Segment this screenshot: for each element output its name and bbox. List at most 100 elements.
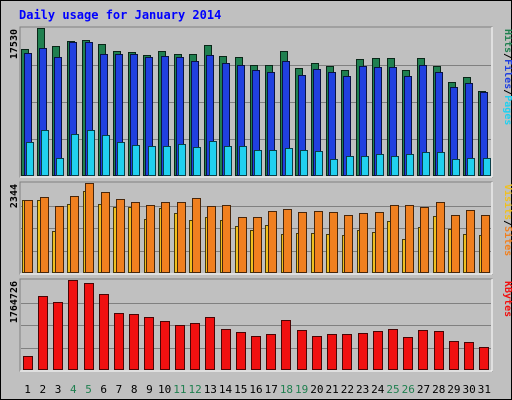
middle-bar-sites-day-30	[466, 210, 475, 273]
middle-bar-sites-day-15	[238, 217, 247, 273]
bottom-bar-kbytes-day-7	[114, 313, 124, 370]
top-bar-pages-day-1	[26, 142, 34, 176]
top-bar-pages-day-28	[437, 152, 445, 176]
top-series-label: Hits/Files/Pages	[502, 29, 512, 125]
bottom-bar-kbytes-day-10	[160, 321, 170, 370]
day-label-6: 6	[100, 383, 107, 396]
middle-bar-sites-day-7	[116, 199, 125, 273]
day-label-7: 7	[116, 383, 123, 396]
middle-bar-sites-day-16	[253, 217, 262, 273]
top-bar-pages-day-12	[193, 147, 201, 176]
day-label-25: 25	[386, 383, 399, 396]
day-label-16: 16	[249, 383, 262, 396]
top-bar-pages-day-16	[254, 150, 262, 176]
bottom-bar-kbytes-day-29	[449, 341, 459, 370]
bottom-bar-kbytes-day-4	[68, 280, 78, 370]
top-bar-pages-day-24	[376, 154, 384, 176]
day-label-21: 21	[326, 383, 339, 396]
day-label-3: 3	[55, 383, 62, 396]
middle-bar-sites-day-31	[481, 215, 490, 273]
bottom-bar-kbytes-day-24	[373, 331, 383, 370]
top-bar-pages-day-2	[41, 130, 49, 176]
bottom-bar-kbytes-day-6	[99, 294, 109, 370]
middle-bar-sites-day-11	[177, 202, 186, 273]
middle-bar-sites-day-28	[436, 202, 445, 273]
bottom-bar-kbytes-day-27	[418, 330, 428, 370]
bottom-bar-kbytes-day-17	[266, 334, 276, 370]
top-bar-pages-day-26	[406, 154, 414, 176]
middle-bar-sites-day-5	[85, 183, 94, 273]
top-bar-pages-day-19	[300, 150, 308, 176]
bottom-bar-kbytes-day-31	[479, 347, 489, 370]
day-label-18: 18	[280, 383, 293, 396]
middle-bar-sites-day-10	[161, 202, 170, 273]
series-label-slash: /	[502, 220, 512, 226]
middle-bar-sites-day-4	[70, 196, 79, 273]
middle-bar-sites-day-12	[192, 198, 201, 273]
middle-bar-sites-day-18	[283, 209, 292, 273]
day-label-15: 15	[234, 383, 247, 396]
bottom-bar-kbytes-day-18	[281, 320, 291, 370]
day-label-2: 2	[40, 383, 47, 396]
day-label-5: 5	[85, 383, 92, 396]
top-bar-pages-day-9	[148, 146, 156, 176]
middle-bar-sites-day-2	[40, 197, 49, 273]
bottom-bar-kbytes-day-12	[190, 323, 200, 370]
top-bar-pages-day-20	[315, 151, 323, 176]
series-label-visits: Visits	[502, 184, 512, 220]
bottom-bar-kbytes-day-9	[144, 317, 154, 370]
middle-series-label: Visits/Sites	[502, 184, 512, 256]
bottom-bar-kbytes-day-23	[358, 333, 368, 370]
series-label-pages: Pages	[502, 95, 512, 125]
day-label-22: 22	[341, 383, 354, 396]
bottom-bar-kbytes-day-30	[464, 342, 474, 370]
middle-bar-sites-day-6	[101, 192, 110, 273]
top-bar-pages-day-10	[163, 146, 171, 176]
series-label-slash: /	[502, 53, 512, 59]
top-bar-files-day-3	[54, 57, 62, 176]
series-label-sites: Sites	[502, 226, 512, 256]
top-bar-pages-day-30	[467, 158, 475, 176]
bottom-bar-kbytes-day-20	[312, 336, 322, 370]
top-bar-pages-day-31	[483, 158, 491, 176]
day-label-31: 31	[478, 383, 491, 396]
day-label-14: 14	[219, 383, 233, 396]
middle-bar-sites-day-14	[222, 205, 231, 273]
day-label-28: 28	[432, 383, 445, 396]
middle-bar-sites-day-23	[359, 213, 368, 273]
bottom-panel: 1764726 KBytes	[9, 278, 512, 372]
bottom-bar-kbytes-day-2	[38, 296, 48, 370]
day-label-4: 4	[70, 383, 77, 396]
bottom-bar-kbytes-day-15	[236, 332, 246, 370]
top-bar-pages-day-14	[224, 146, 232, 176]
top-bar-pages-day-27	[422, 152, 430, 176]
top-bar-pages-day-5	[87, 130, 95, 176]
day-label-19: 19	[295, 383, 308, 396]
top-bar-pages-day-22	[346, 156, 354, 176]
day-label-10: 10	[158, 383, 171, 396]
series-label-slash: /	[502, 89, 512, 95]
top-bar-pages-day-11	[178, 144, 186, 176]
middle-bar-sites-day-13	[207, 206, 216, 273]
middle-bar-sites-day-24	[375, 212, 384, 273]
bottom-bar-kbytes-day-1	[23, 356, 33, 370]
day-label-30: 30	[463, 383, 476, 396]
top-bar-pages-day-25	[391, 156, 399, 176]
day-label-13: 13	[204, 383, 217, 396]
middle-bar-sites-day-1	[24, 200, 33, 273]
day-label-8: 8	[131, 383, 138, 396]
day-label-1: 1	[24, 383, 31, 396]
day-label-26: 26	[402, 383, 415, 396]
top-bar-pages-day-4	[71, 134, 79, 176]
bottom-series-label: KBytes	[502, 281, 512, 317]
chart-title: Daily usage for January 2014	[19, 8, 221, 22]
middle-bar-sites-day-21	[329, 212, 338, 273]
day-label-11: 11	[173, 383, 186, 396]
day-label-29: 29	[447, 383, 460, 396]
top-bar-pages-day-18	[285, 148, 293, 176]
bottom-bar-kbytes-day-3	[53, 302, 63, 370]
middle-bar-sites-day-19	[298, 212, 307, 273]
middle-bar-sites-day-17	[268, 211, 277, 273]
